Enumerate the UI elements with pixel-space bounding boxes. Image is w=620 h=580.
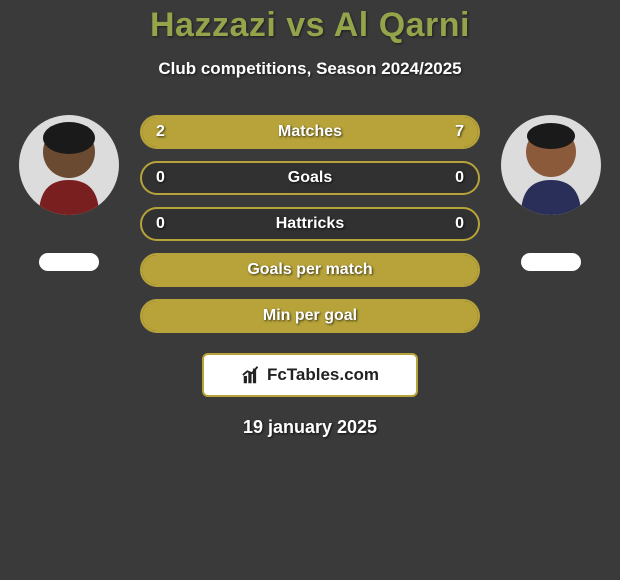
player-right-flag [521, 253, 581, 271]
player-right-silhouette [511, 120, 591, 215]
stat-bars: 2 Matches 7 0 Goals 0 0 Hatt [140, 115, 480, 333]
bar-mpg-label: Min per goal [186, 307, 434, 325]
source-badge: FcTables.com [202, 353, 418, 397]
bar-matches-text: 2 Matches 7 [142, 117, 478, 147]
player-right-column [496, 115, 606, 271]
bar-hattricks-text: 0 Hattricks 0 [142, 209, 478, 239]
bar-mpg-text: Min per goal [142, 301, 478, 331]
subtitle: Club competitions, Season 2024/2025 [0, 59, 620, 79]
bar-matches-right-value: 7 [434, 123, 464, 141]
bar-hattricks-right-value: 0 [434, 215, 464, 233]
player-right-avatar [501, 115, 601, 215]
bar-matches-left-value: 2 [156, 123, 186, 141]
bar-goals-right-value: 0 [434, 169, 464, 187]
bar-goals-label: Goals [186, 169, 434, 187]
bar-gpm-label: Goals per match [186, 261, 434, 279]
comparison-infographic: Hazzazi vs Al Qarni Club competitions, S… [0, 0, 620, 438]
player-left-avatar [19, 115, 119, 215]
source-badge-text: FcTables.com [267, 365, 379, 385]
bar-hattricks: 0 Hattricks 0 [140, 207, 480, 241]
player-left-flag [39, 253, 99, 271]
bar-gpm: Goals per match [140, 253, 480, 287]
date-text: 19 january 2025 [0, 417, 620, 438]
player-left-silhouette [29, 120, 109, 215]
bar-matches-label: Matches [186, 123, 434, 141]
bar-hattricks-label: Hattricks [186, 215, 434, 233]
bar-goals: 0 Goals 0 [140, 161, 480, 195]
bar-goals-text: 0 Goals 0 [142, 163, 478, 193]
page-title: Hazzazi vs Al Qarni [0, 6, 620, 45]
bar-goals-left-value: 0 [156, 169, 186, 187]
chart-icon [241, 364, 263, 386]
bar-matches: 2 Matches 7 [140, 115, 480, 149]
player-left-column [14, 115, 124, 271]
comparison-row: 2 Matches 7 0 Goals 0 0 Hatt [0, 115, 620, 333]
bar-gpm-text: Goals per match [142, 255, 478, 285]
bar-hattricks-left-value: 0 [156, 215, 186, 233]
bar-mpg: Min per goal [140, 299, 480, 333]
